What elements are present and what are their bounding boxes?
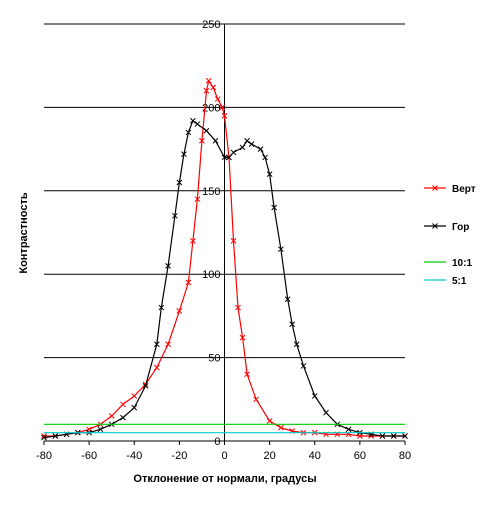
data-point	[205, 77, 212, 84]
data-point	[120, 401, 126, 408]
legend-item: 5:1	[424, 276, 467, 287]
x-tick-label: 20	[264, 450, 276, 462]
data-point	[97, 426, 104, 433]
y-tick-label: 0	[214, 436, 220, 448]
data-point	[131, 404, 138, 411]
data-point	[176, 179, 183, 186]
data-point	[266, 418, 273, 424]
data-point	[165, 341, 171, 348]
data-point	[244, 137, 250, 144]
data-point	[235, 304, 241, 311]
y-tick-label: 150	[202, 186, 220, 198]
data-point	[244, 371, 250, 378]
x-tick-label: -20	[171, 450, 187, 462]
legend-label: 10:1	[452, 258, 472, 269]
legend-marker	[432, 185, 438, 191]
data-point	[185, 129, 192, 136]
data-point	[181, 151, 187, 157]
data-point	[153, 364, 160, 371]
data-point	[185, 279, 192, 286]
data-point	[284, 296, 291, 303]
legend-marker	[432, 223, 438, 229]
data-point	[120, 414, 126, 421]
data-point	[142, 383, 149, 389]
data-point	[153, 341, 160, 348]
data-point	[379, 433, 386, 439]
legend-item: Верт	[424, 184, 476, 195]
data-point	[214, 96, 221, 102]
x-tick-label: 40	[309, 450, 321, 462]
data-point	[52, 433, 59, 439]
axis-layer: 0 50 100 150 200 250 -80 -60 -40 -20 0 20 40 60 80	[36, 19, 411, 462]
data-point	[345, 426, 352, 433]
data-point	[190, 117, 196, 124]
legend-label: 5:1	[452, 276, 467, 287]
data-point	[226, 154, 232, 161]
data-point	[176, 308, 183, 314]
series-layer	[41, 77, 408, 441]
data-point	[390, 433, 397, 439]
data-point	[278, 424, 284, 431]
legend-item: 10:1	[424, 258, 472, 269]
x-tick-label: -80	[36, 450, 52, 462]
data-point	[165, 263, 171, 269]
x-tick-label: 80	[399, 450, 411, 462]
y-axis-title: Контрастность	[18, 192, 30, 274]
legend-label: Гор	[452, 222, 469, 233]
x-tick-label: -60	[81, 450, 97, 462]
data-point	[212, 137, 219, 144]
data-point	[262, 154, 268, 161]
data-point	[271, 204, 277, 211]
data-point	[323, 409, 329, 416]
legend-item: Гор	[424, 222, 469, 233]
x-axis-title: Отклонение от нормали, градусы	[133, 473, 316, 485]
data-point	[108, 413, 115, 419]
data-point	[239, 144, 246, 151]
y-tick-label: 50	[208, 353, 220, 365]
data-point	[230, 237, 237, 244]
data-point	[203, 87, 210, 94]
data-point	[248, 141, 255, 147]
data-point	[199, 137, 205, 144]
data-point	[239, 334, 246, 341]
x-tick-label: 0	[221, 450, 227, 462]
data-point	[41, 434, 47, 441]
data-point	[131, 393, 138, 399]
data-point	[300, 363, 307, 369]
data-point	[266, 171, 273, 177]
data-point	[257, 146, 264, 152]
x-tick-label: 60	[354, 450, 366, 462]
data-point	[194, 196, 201, 202]
y-tick-label: 100	[202, 269, 220, 281]
data-point	[221, 154, 228, 161]
data-point	[194, 121, 201, 127]
data-point	[230, 149, 237, 156]
data-point	[190, 237, 196, 244]
data-point	[311, 393, 318, 399]
data-point	[210, 84, 217, 91]
data-point	[402, 433, 408, 439]
x-tick-label: -40	[126, 450, 142, 462]
data-point	[221, 112, 228, 119]
data-point	[293, 341, 300, 348]
y-tick-label: 200	[202, 102, 220, 114]
data-point	[203, 127, 210, 134]
data-point	[172, 212, 178, 219]
legend: Верт Гор 10:1 5:1	[424, 184, 476, 287]
data-point	[253, 396, 259, 403]
label-layer: Отклонение от нормали, градусы Контрастн…	[18, 192, 317, 485]
data-point	[158, 304, 165, 311]
legend-label: Верт	[452, 184, 476, 195]
data-point	[289, 321, 296, 328]
data-point	[219, 104, 226, 111]
y-tick-label: 250	[202, 19, 220, 31]
data-point	[278, 246, 284, 253]
